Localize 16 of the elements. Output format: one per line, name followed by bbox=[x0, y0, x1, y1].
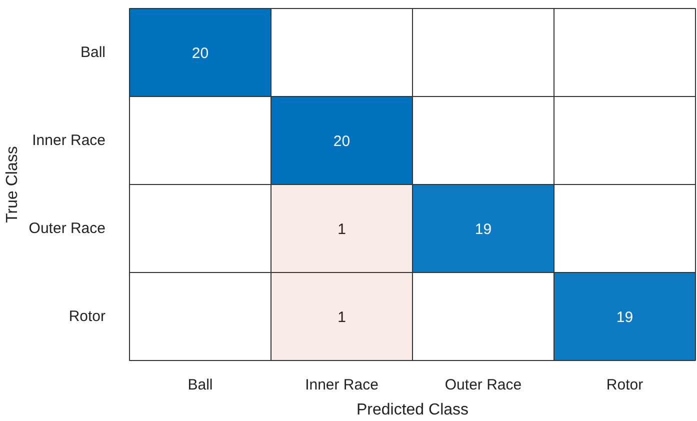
data-label: 20 bbox=[192, 45, 209, 62]
y-tick-label: Outer Race bbox=[28, 220, 106, 237]
x-tick-label: Rotor bbox=[606, 376, 644, 394]
data-label: 19 bbox=[616, 309, 634, 326]
data-label: 1 bbox=[338, 309, 346, 326]
y-tick-label: Rotor bbox=[68, 308, 106, 325]
data-label: 19 bbox=[474, 221, 492, 238]
x-tick-label: Ball bbox=[188, 376, 213, 394]
x-tick-label: Outer Race bbox=[444, 376, 522, 394]
data-label: 1 bbox=[338, 221, 346, 238]
x-axis-title: Predicted Class bbox=[356, 402, 469, 418]
y-tick-label: Inner Race bbox=[32, 132, 106, 149]
data-label: 20 bbox=[333, 133, 350, 150]
x-tick-label: Inner Race bbox=[305, 376, 378, 394]
y-tick-label: Ball bbox=[80, 44, 106, 61]
y-axis-title: True Class bbox=[4, 146, 21, 223]
